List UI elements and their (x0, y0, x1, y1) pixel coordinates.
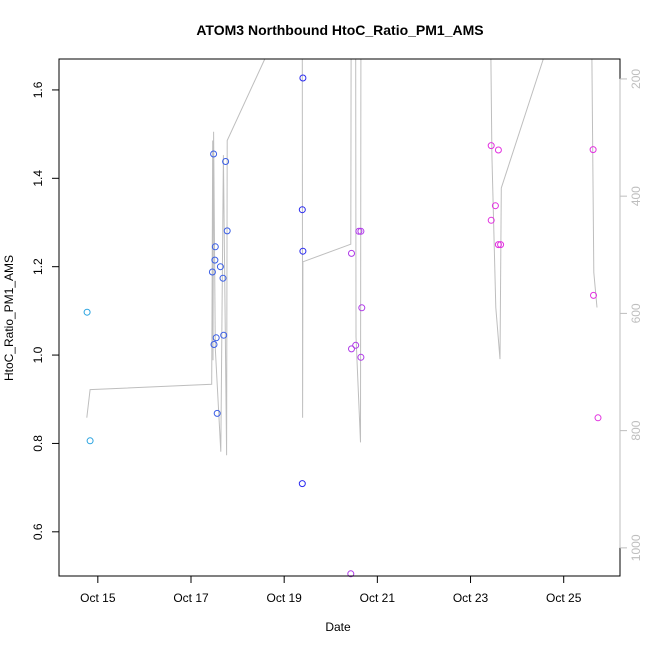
data-point-12 (220, 331, 228, 339)
data-point-21 (347, 570, 355, 578)
data-point-layer (83, 74, 602, 578)
y-tick-label: 0.6 (31, 523, 45, 540)
data-point-34 (590, 291, 597, 299)
data-point-14 (223, 227, 231, 235)
y-tick-label: 1.2 (31, 258, 45, 275)
y-axis-label: HtoC_Ratio_PM1_AMS (2, 255, 16, 381)
x-tick-label: Oct 21 (360, 591, 396, 605)
data-point-1 (83, 308, 91, 316)
data-point-20 (348, 345, 355, 353)
y-tick-label: 0.8 (31, 435, 45, 452)
altitude-line-layer (86, 58, 598, 456)
y-tick-label: 1.0 (31, 346, 45, 363)
secondary-y-axis: 200 400 600 800 1000 (619, 69, 643, 561)
data-point-7 (211, 243, 219, 251)
altitude-line-segment-4 (490, 58, 544, 360)
data-point-9 (213, 409, 221, 417)
y-tick-label: 1.6 (31, 81, 45, 98)
y2-tick-label: 1000 (629, 534, 643, 561)
data-point-11 (219, 274, 227, 282)
x-tick-label: Oct 19 (266, 591, 302, 605)
data-point-17 (299, 247, 307, 255)
plot-frame (58, 58, 621, 577)
y2-tick-label: 800 (629, 420, 643, 440)
altitude-line-segment-5 (591, 58, 598, 308)
data-point-25 (358, 304, 366, 312)
data-point-10 (216, 263, 224, 271)
data-point-32 (497, 241, 505, 249)
data-point-3 (208, 268, 216, 276)
data-point-31 (494, 241, 502, 249)
data-point-30 (494, 146, 502, 154)
data-point-5 (210, 341, 218, 348)
x-axis: Oct 15 Oct 17 Oct 19 Oct 21 Oct 23 Oct 25 (80, 575, 582, 605)
x-axis-label: Date (325, 620, 351, 634)
y2-tick-label: 200 (629, 69, 643, 89)
altitude-line-segment-1 (86, 58, 266, 456)
data-point-27 (487, 142, 495, 150)
data-point-2 (86, 437, 94, 445)
data-point-4 (210, 150, 218, 158)
data-point-35 (594, 414, 602, 422)
data-point-23 (355, 227, 363, 235)
chart-title: ATOM3 Northbound HtoC_Ratio_PM1_AMS (196, 22, 483, 38)
y2-tick-label: 400 (629, 186, 643, 206)
data-point-28 (487, 216, 495, 224)
y2-tick-label: 600 (629, 303, 643, 323)
x-tick-label: Oct 23 (453, 591, 489, 605)
data-point-13 (222, 158, 230, 165)
data-point-33 (589, 146, 597, 154)
y-axis: 0.6 0.8 1.0 1.2 1.4 1.6 (31, 81, 60, 540)
altitude-line-segment-3 (355, 58, 362, 443)
data-point-16 (298, 206, 306, 214)
data-point-22 (352, 341, 360, 349)
data-point-26 (357, 353, 365, 361)
data-point-24 (357, 227, 365, 235)
x-tick-label: Oct 25 (546, 591, 582, 605)
x-tick-label: Oct 15 (80, 591, 116, 605)
y-tick-label: 1.4 (31, 170, 45, 187)
data-point-29 (491, 202, 499, 210)
data-point-15 (299, 74, 307, 82)
data-point-8 (212, 334, 220, 342)
data-point-19 (348, 249, 355, 257)
data-point-6 (211, 256, 219, 264)
altitude-line-segment-2 (301, 58, 352, 418)
x-tick-label: Oct 17 (173, 591, 209, 605)
data-point-18 (298, 480, 306, 488)
